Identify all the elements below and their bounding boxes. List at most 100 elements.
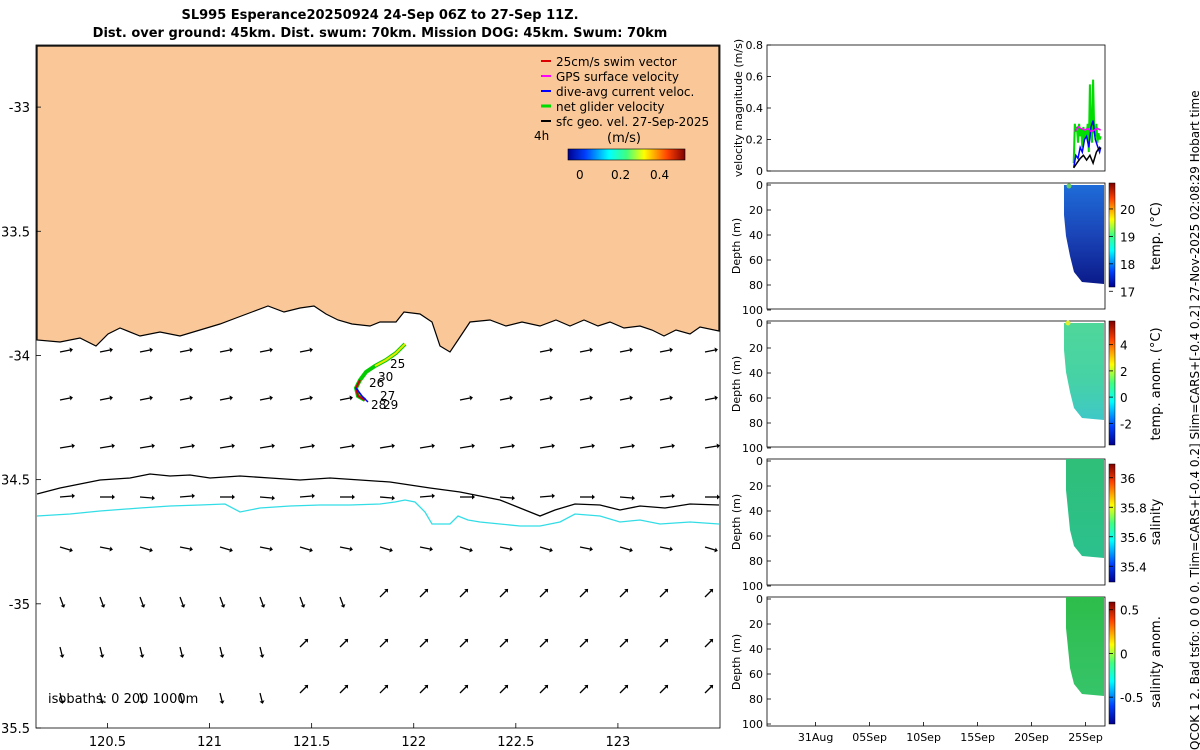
map-ytick-label: 34.5 [1, 474, 30, 489]
salinity-ylabel: Depth (m) [730, 494, 743, 550]
geo-arrow [99, 646, 103, 656]
geo-arrow [259, 496, 273, 499]
track-label-30: 30 [378, 370, 393, 384]
geo-arrow [179, 495, 193, 498]
geo-arrow-head [309, 395, 313, 401]
geo-arrow-head [151, 495, 155, 501]
cbar-tick-label: 0 [1120, 647, 1128, 661]
geo-arrow-head [232, 494, 235, 500]
geo-arrow [179, 546, 191, 550]
geo-arrow [619, 590, 627, 598]
geo-arrow-head [300, 604, 306, 608]
geo-arrow-head [511, 443, 515, 449]
cbar-tick-label: 2 [1120, 365, 1128, 379]
glider-track: 25 26 30 27 28 29 [353, 342, 407, 412]
geo-arrow [704, 349, 716, 353]
geo-arrow-head [389, 547, 393, 553]
geo-arrow [419, 590, 427, 598]
time-tick-label: 31Aug [798, 731, 833, 744]
geo-arrow-head [391, 443, 395, 449]
geo-arrow [259, 692, 263, 702]
geo-arrow-head [99, 700, 105, 704]
geo-arrow [619, 686, 627, 694]
geo-arrow [659, 590, 667, 598]
velocity-yticks: 0 0.2 0.4 0.6 0.8 [746, 39, 771, 178]
geo-arrow-head [631, 495, 635, 501]
geo-arrow-head [149, 347, 153, 353]
geo-arrow-head [99, 654, 105, 658]
geo-arrow [619, 445, 633, 449]
geo-arrow-head [59, 700, 65, 704]
geo-arrow-head [269, 347, 273, 353]
velocity-series-line [1074, 125, 1102, 133]
cbar-tick-label: 35.8 [1120, 501, 1147, 515]
salinity-panel: Depth (m) salinity 0 20 40 60 80 100 36 35.8 35… [730, 455, 1164, 593]
geo-arrow [659, 686, 667, 694]
map-legend: 25cm/s swim vector GPS surface velocity … [534, 55, 709, 182]
geo-arrow [499, 496, 513, 499]
geo-arrow [659, 640, 667, 648]
geo-arrow-head [71, 493, 75, 499]
velocity-ylabel: velocity magnitude (m/s) [732, 39, 745, 177]
geo-arrow-head [589, 347, 593, 353]
geo-arrow-head [709, 638, 714, 643]
temp-anom-depth-ticks: 0 20 40 60 80 100 [742, 317, 771, 455]
geo-arrow-head [709, 588, 714, 593]
geo-arrow-head [384, 588, 389, 593]
depth-tick-label: 100 [742, 718, 763, 731]
geo-arrow [379, 640, 387, 648]
geo-arrow [419, 445, 433, 449]
velocity-series [1072, 79, 1102, 169]
geo-arrow-head [671, 443, 675, 449]
salinity-depth-ticks: 0 20 40 60 80 100 [742, 455, 771, 593]
salinity-data [1066, 459, 1104, 558]
geo-arrow [299, 596, 304, 606]
temp-anom-clabel: temp. anom. (°C) [1149, 327, 1164, 440]
salinity-clabel: salinity [1149, 498, 1164, 545]
geo-arrow [299, 686, 307, 694]
temp-anom-colorbar [1108, 320, 1116, 446]
geo-arrow [704, 397, 716, 401]
chart-title-line1: SL995 Esperance20250924 24-Sep 06Z to 27… [181, 8, 579, 23]
chart-title-line2: Dist. over ground: 45km. Dist. swum: 70k… [92, 26, 668, 41]
geo-arrow-head [311, 493, 315, 499]
temp-anom-cbar-ticks: 4 2 0 -2 [1109, 339, 1132, 431]
cbar-tick-label: 18 [1120, 258, 1135, 272]
geo-arrow-head [260, 604, 266, 608]
geo-arrow-head [179, 700, 185, 704]
geo-arrow [579, 349, 591, 353]
cbar-tick-label: -2 [1120, 417, 1132, 431]
geo-arrow-head [349, 546, 353, 552]
geo-arrow [259, 445, 273, 449]
geo-arrow-head [669, 395, 673, 401]
geo-arrow-head [664, 638, 669, 643]
cbar-tick-label: 36 [1120, 472, 1135, 486]
geo-arrow [459, 546, 471, 551]
geo-arrow [179, 349, 191, 353]
geo-arrow-head [111, 443, 115, 449]
geo-arrow [659, 495, 673, 498]
geo-arrow-head [471, 443, 475, 449]
salinity-anom-cbar-ticks: 0.5 0 -0.5 [1109, 604, 1143, 705]
geo-arrow-head [624, 588, 629, 593]
geo-arrow [619, 546, 631, 551]
geo-arrow [659, 445, 673, 449]
geo-arrow [499, 397, 511, 401]
geo-arrow-head [384, 684, 389, 689]
isobath-200 [36, 473, 720, 517]
geo-arrow [659, 397, 671, 401]
geo-arrow-head [344, 638, 349, 643]
geo-arrow-head [716, 443, 720, 449]
salinity-anom-panel: Depth (m) salinity anom. 0 20 40 60 80 100 0.… [730, 593, 1164, 731]
geo-arrow-head [309, 547, 313, 553]
geo-arrow [499, 686, 507, 694]
map-axes: 120.5 121 121.5 122 122.5 123 -33 33.5 -34 34.5 -3… [1, 101, 630, 750]
geo-arrow [539, 686, 547, 694]
geo-arrow-head [544, 684, 549, 689]
geo-arrow-head [472, 494, 475, 500]
depth-tick-label: 60 [749, 530, 763, 543]
geo-arrow-head [664, 588, 669, 593]
map-ytick-label: 33.5 [1, 225, 30, 240]
geo-arrow-head [592, 494, 595, 500]
geo-arrow-head [149, 395, 153, 401]
